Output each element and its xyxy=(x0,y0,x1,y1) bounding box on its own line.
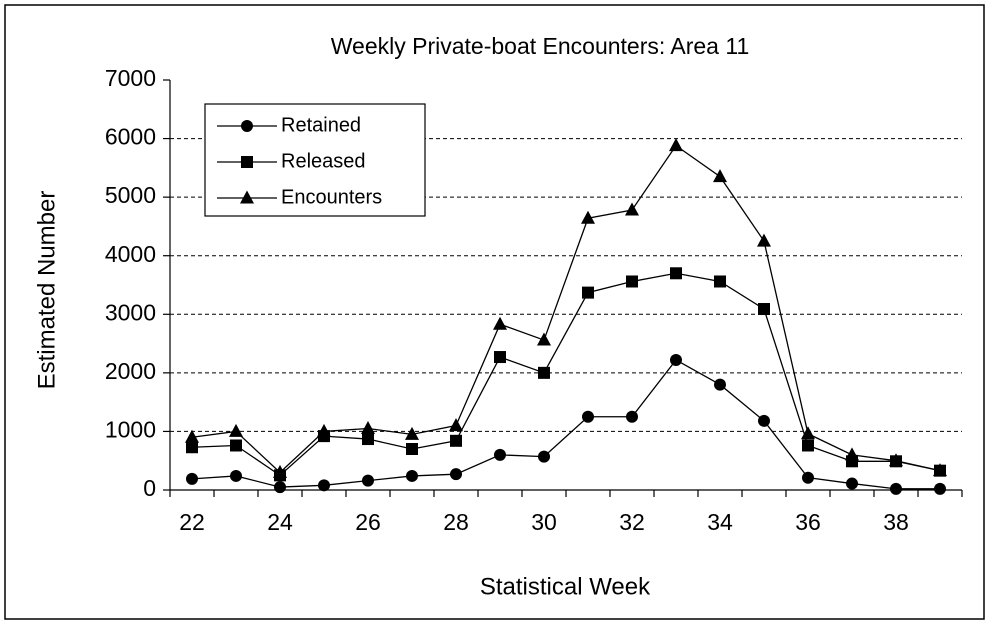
marker xyxy=(406,469,418,482)
marker xyxy=(626,275,638,288)
marker xyxy=(406,443,418,455)
y-tick-label: 2000 xyxy=(105,358,156,384)
y-tick-label: 5000 xyxy=(105,182,156,208)
marker xyxy=(890,482,902,495)
series-line xyxy=(191,144,941,474)
x-tick-label: 28 xyxy=(443,509,469,535)
marker xyxy=(757,233,771,247)
marker xyxy=(230,469,242,482)
chart-border xyxy=(4,4,985,620)
marker xyxy=(713,169,727,183)
series-line xyxy=(191,359,940,490)
marker xyxy=(582,286,594,299)
y-tick-label: 7000 xyxy=(105,65,156,91)
marker xyxy=(449,418,463,432)
marker xyxy=(240,190,254,204)
marker xyxy=(625,202,639,216)
marker xyxy=(670,267,682,280)
marker xyxy=(801,426,815,440)
x-tick-label: 30 xyxy=(531,509,557,535)
x-tick-label: 32 xyxy=(619,509,645,535)
marker xyxy=(802,439,814,452)
legend-label: Encounters xyxy=(281,186,382,208)
marker xyxy=(362,433,374,446)
x-axis-label: Statistical Week xyxy=(480,573,651,600)
marker xyxy=(758,414,770,427)
marker xyxy=(186,472,198,485)
x-tick-label: 22 xyxy=(179,509,205,535)
marker xyxy=(626,410,638,423)
x-tick-label: 38 xyxy=(883,509,909,535)
marker xyxy=(670,353,682,366)
marker xyxy=(362,474,374,487)
marker xyxy=(185,429,199,443)
marker xyxy=(846,477,858,490)
y-tick-label: 0 xyxy=(143,475,156,501)
x-tick-label: 34 xyxy=(707,509,733,535)
marker xyxy=(494,448,506,461)
y-tick-label: 3000 xyxy=(105,299,156,325)
marker xyxy=(405,426,419,440)
series-line xyxy=(191,272,941,477)
marker xyxy=(669,138,683,152)
x-tick-label: 26 xyxy=(355,509,381,535)
legend-label: Released xyxy=(281,150,366,172)
marker xyxy=(845,447,859,461)
legend-label: Retained xyxy=(281,114,361,136)
marker xyxy=(274,481,286,494)
marker xyxy=(450,434,462,447)
marker xyxy=(317,423,331,437)
marker xyxy=(318,479,330,492)
marker xyxy=(450,468,462,481)
marker xyxy=(758,303,770,316)
marker xyxy=(934,482,946,495)
marker xyxy=(714,275,726,288)
x-tick-label: 24 xyxy=(267,509,293,535)
y-tick-label: 6000 xyxy=(105,124,156,150)
marker xyxy=(538,366,550,379)
marker xyxy=(714,378,726,391)
marker xyxy=(802,471,814,484)
marker xyxy=(229,423,243,437)
marker xyxy=(230,439,242,452)
x-tick-label: 36 xyxy=(795,509,821,535)
chart-title: Weekly Private-boat Encounters: Area 11 xyxy=(331,33,749,59)
marker xyxy=(889,453,903,467)
marker xyxy=(933,463,947,477)
marker xyxy=(186,441,198,454)
y-axis-label: Estimated Number xyxy=(33,191,60,390)
marker xyxy=(582,410,594,423)
marker xyxy=(241,156,253,168)
marker xyxy=(581,210,595,224)
y-tick-label: 4000 xyxy=(105,241,156,267)
marker xyxy=(361,421,375,434)
marker xyxy=(538,450,550,463)
marker xyxy=(273,464,287,478)
marker xyxy=(241,120,253,132)
marker xyxy=(493,316,507,330)
y-tick-label: 1000 xyxy=(105,417,156,443)
marker xyxy=(537,332,551,346)
marker xyxy=(494,351,506,364)
